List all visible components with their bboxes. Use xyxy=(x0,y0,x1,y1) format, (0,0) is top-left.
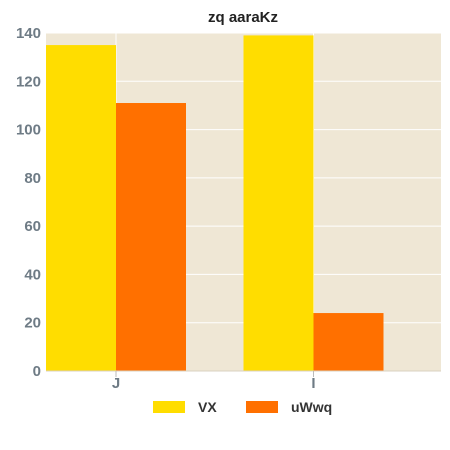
y-tick-label: 120 xyxy=(16,73,41,90)
y-tick-label: 0 xyxy=(33,363,41,380)
bar-VX-J xyxy=(46,45,116,371)
x-tick-label: I xyxy=(311,375,315,392)
y-tick-label: 140 xyxy=(16,25,41,42)
y-tick-label: 100 xyxy=(16,122,41,139)
legend: VX uWwq xyxy=(153,399,332,415)
y-tick-label: 20 xyxy=(24,315,41,332)
y-tick-label: 40 xyxy=(24,266,41,283)
chart-title: zq aaraKz xyxy=(208,9,278,26)
y-axis-ticks: 0 20 40 60 80 100 120 140 xyxy=(16,25,41,380)
legend-label-VX: VX xyxy=(198,399,217,415)
x-tick-label: J xyxy=(112,375,120,392)
bar-VX-I xyxy=(243,35,314,372)
bars xyxy=(46,35,384,372)
y-tick-label: 80 xyxy=(24,170,41,187)
bar-uWwq-I xyxy=(313,313,384,371)
y-tick-label: 60 xyxy=(24,218,41,235)
legend-swatch-VX xyxy=(153,401,185,413)
bar-uWwq-J xyxy=(116,103,186,371)
legend-label-uWwq: uWwq xyxy=(291,399,332,415)
legend-swatch-uWwq xyxy=(246,401,278,413)
